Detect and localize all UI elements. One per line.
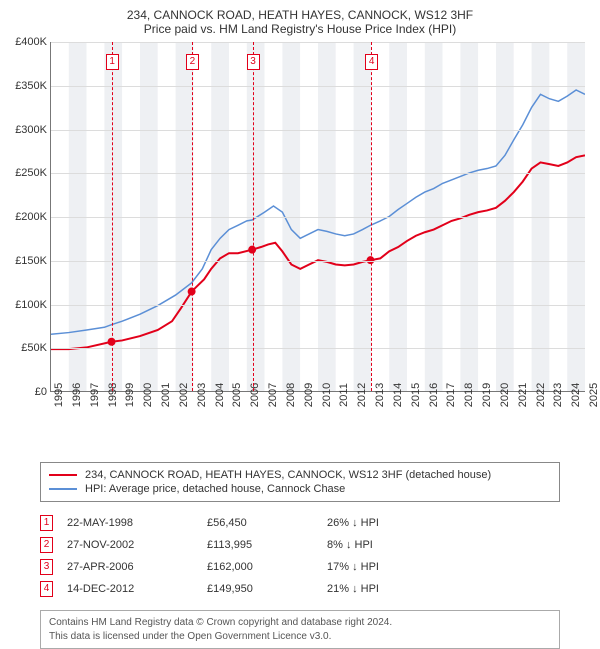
legend-row: 234, CANNOCK ROAD, HEATH HAYES, CANNOCK,… (49, 468, 551, 482)
x-axis-label: 1999 (122, 383, 136, 407)
transaction-index: 4 (40, 581, 53, 597)
legend-box: 234, CANNOCK ROAD, HEATH HAYES, CANNOCK,… (40, 462, 560, 502)
x-axis-label: 2018 (461, 383, 475, 407)
copyright-line: Contains HM Land Registry data © Crown c… (49, 616, 551, 630)
transaction-price: £162,000 (207, 561, 327, 573)
x-axis-label: 2006 (247, 383, 261, 407)
x-axis-label: 2002 (176, 383, 190, 407)
transaction-row: 2 27-NOV-2002£113,9958% ↓ HPI (40, 534, 560, 556)
x-axis-label: 2019 (479, 383, 493, 407)
chart-container: 234, CANNOCK ROAD, HEATH HAYES, CANNOCK,… (0, 0, 600, 620)
y-axis-label: £150K (15, 255, 47, 267)
transaction-index: 3 (40, 559, 53, 575)
x-axis-label: 2015 (408, 383, 422, 407)
x-axis-label: 2024 (568, 383, 582, 407)
x-axis-label: 2016 (426, 383, 440, 407)
x-axis-label: 2005 (229, 383, 243, 407)
x-axis-label: 2013 (372, 383, 386, 407)
y-axis-label: £50K (21, 342, 47, 354)
y-axis-label: £300K (15, 124, 47, 136)
x-axis-label: 2021 (515, 383, 529, 407)
y-axis-label: £350K (15, 80, 47, 92)
legend-label: 234, CANNOCK ROAD, HEATH HAYES, CANNOCK,… (85, 469, 491, 481)
x-axis-label: 2020 (497, 383, 511, 407)
transaction-index: 1 (40, 515, 53, 531)
x-axis-label: 2000 (140, 383, 154, 407)
x-axis-label: 2007 (265, 383, 279, 407)
x-axis-label: 2025 (586, 383, 600, 407)
x-axis-label: 2022 (533, 383, 547, 407)
transaction-date: 27-NOV-2002 (67, 539, 207, 551)
chart-subtitle: Price paid vs. HM Land Registry's House … (0, 22, 600, 36)
transaction-price: £149,950 (207, 583, 327, 595)
x-axis-label: 2001 (158, 383, 172, 407)
x-axis-label: 2010 (319, 383, 333, 407)
x-axis-label: 2012 (354, 383, 368, 407)
transactions-table: 1 22-MAY-1998£56,45026% ↓ HPI 2 27-NOV-2002… (40, 512, 560, 600)
legend-row: HPI: Average price, detached house, Cann… (49, 482, 551, 496)
sale-marker: 2 (186, 54, 199, 70)
y-axis-label: £250K (15, 167, 47, 179)
legend-swatch (49, 474, 77, 476)
x-axis-label: 2009 (301, 383, 315, 407)
transaction-diff: 26% ↓ HPI (327, 517, 477, 529)
x-axis-label: 2011 (336, 383, 350, 407)
y-axis-label: £400K (15, 36, 47, 48)
y-axis-label: £200K (15, 211, 47, 223)
transaction-row: 4 14-DEC-2012£149,95021% ↓ HPI (40, 578, 560, 600)
sale-marker: 1 (106, 54, 119, 70)
transaction-date: 14-DEC-2012 (67, 583, 207, 595)
transaction-row: 3 27-APR-2006£162,00017% ↓ HPI (40, 556, 560, 578)
x-axis-label: 1995 (51, 383, 65, 407)
transaction-date: 22-MAY-1998 (67, 517, 207, 529)
legend-label: HPI: Average price, detached house, Cann… (85, 483, 345, 495)
transaction-row: 1 22-MAY-1998£56,45026% ↓ HPI (40, 512, 560, 534)
x-axis-label: 2014 (390, 383, 404, 407)
y-axis-label: £100K (15, 299, 47, 311)
x-axis-label: 2008 (283, 383, 297, 407)
x-axis-label: 1997 (87, 383, 101, 407)
plot-area: £0£50K£100K£150K£200K£250K£300K£350K£400… (50, 42, 585, 392)
x-axis-label: 2004 (212, 383, 226, 407)
copyright-line: This data is licensed under the Open Gov… (49, 630, 551, 644)
x-axis-label: 1996 (69, 383, 83, 407)
x-axis-label: 2017 (443, 383, 457, 407)
transaction-date: 27-APR-2006 (67, 561, 207, 573)
copyright-box: Contains HM Land Registry data © Crown c… (40, 610, 560, 649)
transaction-diff: 17% ↓ HPI (327, 561, 477, 573)
x-axis-label: 2003 (194, 383, 208, 407)
transaction-diff: 8% ↓ HPI (327, 539, 477, 551)
transaction-price: £56,450 (207, 517, 327, 529)
transaction-index: 2 (40, 537, 53, 553)
transaction-price: £113,995 (207, 539, 327, 551)
legend-swatch (49, 488, 77, 490)
sale-marker: 4 (365, 54, 378, 70)
chart-area: £0£50K£100K£150K£200K£250K£300K£350K£400… (35, 42, 595, 422)
transaction-diff: 21% ↓ HPI (327, 583, 477, 595)
x-axis-label: 2023 (550, 383, 564, 407)
y-axis-label: £0 (35, 386, 47, 398)
sale-marker: 3 (247, 54, 260, 70)
chart-title: 234, CANNOCK ROAD, HEATH HAYES, CANNOCK,… (0, 8, 600, 22)
